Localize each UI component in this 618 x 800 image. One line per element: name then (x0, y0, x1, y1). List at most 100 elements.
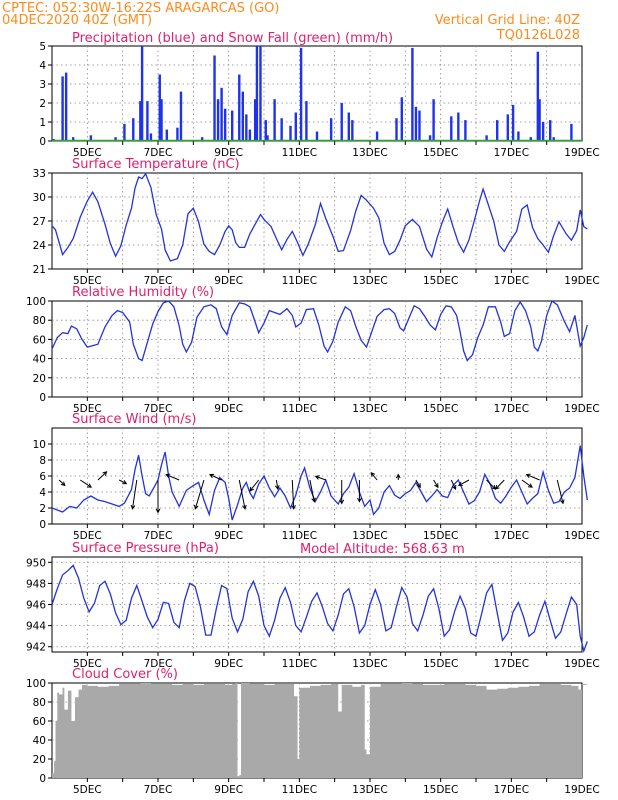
precip-bar (351, 120, 354, 141)
wind-vector-head (494, 485, 500, 490)
precip-bar (395, 118, 398, 141)
precip-bar (411, 47, 414, 141)
panels: Precipitation (blue) and Snow Fall (gree… (26, 31, 600, 796)
temperature-panel: Surface Temperature (nC) 21 24 27 30 33 5DEC 7D… (33, 157, 600, 287)
precip-bar (238, 74, 241, 141)
wind-vector-head (242, 504, 247, 510)
precip-bar (176, 127, 179, 141)
wind-vector (275, 479, 279, 490)
wind-vector (415, 479, 421, 488)
pressure-ytick-label: 942 (26, 642, 46, 654)
precip-bar (179, 91, 183, 141)
precip-bar (266, 135, 269, 141)
wind-vector-head (395, 473, 401, 479)
precip-bar (255, 46, 259, 141)
humidity-line (51, 299, 588, 362)
pressure-xtick-label: 7DEC (144, 658, 173, 670)
precip-bar (506, 114, 509, 141)
humidity-ytick-label: 0 (39, 392, 46, 404)
cloud-cover-xtick-label: 13DEC (352, 784, 387, 796)
precip-bar (264, 120, 267, 141)
precipitation-ytick-label: 4 (39, 60, 46, 72)
wind-vector-head (452, 484, 457, 490)
wind-vector-head (416, 483, 421, 489)
precip-bar (160, 99, 163, 141)
wind-ytick-label: 2 (39, 503, 46, 515)
precip-bar (464, 120, 467, 141)
cloud-cover-ytick-label: 0 (39, 773, 46, 785)
wind-vector (238, 479, 246, 509)
humidity-xtick-label: 9DEC (214, 403, 243, 415)
wind-xtick-label: 15DEC (423, 530, 458, 542)
humidity-xtick-label: 17DEC (494, 403, 529, 415)
temperature-xtick-label: 9DEC (214, 275, 243, 287)
precip-bar (457, 112, 460, 141)
wind-vector (291, 479, 295, 509)
precipitation-xtick-label: 13DEC (352, 147, 387, 159)
pressure-ytick-label: 948 (26, 578, 46, 590)
precip-bar (511, 104, 515, 141)
precip-bar (517, 131, 520, 141)
wind-vector (58, 479, 66, 486)
precipitation-ytick-label: 0 (39, 136, 46, 148)
precip-bar (200, 137, 204, 141)
cloud-cover-ytick-label: 80 (33, 697, 46, 709)
temperature-xtick-label: 5DEC (73, 275, 102, 287)
precipitation-xtick-label: 15DEC (423, 147, 458, 159)
pressure-line (51, 564, 588, 654)
precip-bar (549, 120, 552, 141)
temperature-xtick-label: 11DEC (282, 275, 317, 287)
precip-bar (289, 125, 292, 141)
precip-bar (428, 135, 432, 141)
cloud-cover-title: Cloud Cover (%) (72, 667, 178, 682)
precip-bar (123, 123, 126, 141)
humidity-ytick-label: 40 (33, 354, 46, 366)
wind-vector (315, 475, 327, 481)
pressure-xtick-label: 19DEC (564, 658, 599, 670)
precip-bar (149, 133, 153, 141)
precip-bar (273, 99, 276, 141)
pressure-xtick-label: 17DEC (494, 658, 529, 670)
wind-title: Surface Wind (m/s) (72, 412, 196, 427)
pressure-ytick-label: 950 (26, 557, 46, 569)
grid-note: Vertical Grid Line: 40Z (435, 13, 580, 28)
precip-bar (418, 110, 421, 141)
wind-ytick-label: 0 (39, 519, 46, 531)
wind-vector-head (274, 485, 280, 491)
wind-vector (521, 479, 533, 488)
wind-vector (433, 479, 439, 488)
temperature-ytick-label: 27 (33, 216, 46, 228)
humidity-xtick-label: 13DEC (352, 403, 387, 415)
cloud-cover-ytick-label: 20 (33, 754, 46, 766)
precip-bar (538, 99, 541, 141)
wind-vector (131, 479, 138, 509)
humidity-xtick-label: 7DEC (144, 403, 173, 415)
wind-vector-head (155, 508, 161, 514)
wind-xtick-label: 9DEC (214, 530, 243, 542)
humidity-panel: Relative Humidity (%) 0 20 40 60 80 100 5DEC 7DE… (26, 285, 600, 415)
cloud-cover-ytick-label: 40 (33, 735, 46, 747)
wind-vector-head (209, 473, 215, 479)
temperature-ytick-label: 30 (33, 192, 46, 204)
cloud-cover-panel: Cloud Cover (%) 0 20 40 60 80 100 5DEC 7DEC 9DEC 1… (26, 667, 600, 796)
wind-vector (118, 479, 127, 485)
precipitation-xtick-label: 7DEC (144, 147, 173, 159)
wind-xtick-label: 7DEC (144, 530, 173, 542)
pressure-ytick-label: 944 (26, 621, 46, 633)
wind-vector (486, 479, 496, 490)
temperature-xtick-label: 7DEC (144, 275, 173, 287)
precip-bar (61, 76, 64, 141)
temperature-xtick-label: 15DEC (423, 275, 458, 287)
precip-bar (114, 137, 117, 141)
precip-bar (329, 118, 333, 141)
cloud-cover-ytick-label: 100 (26, 678, 46, 690)
precip-bar (315, 131, 319, 141)
precip-bar (248, 129, 252, 141)
pressure-title: Surface Pressure (hPa) (72, 541, 219, 556)
wind-vector-head (457, 481, 463, 486)
precip-bar (280, 118, 283, 141)
precip-bar (570, 123, 573, 141)
wind-ytick-label: 10 (33, 439, 46, 451)
cloud-cover-xtick-label: 15DEC (423, 784, 458, 796)
wind-vector (166, 474, 180, 481)
